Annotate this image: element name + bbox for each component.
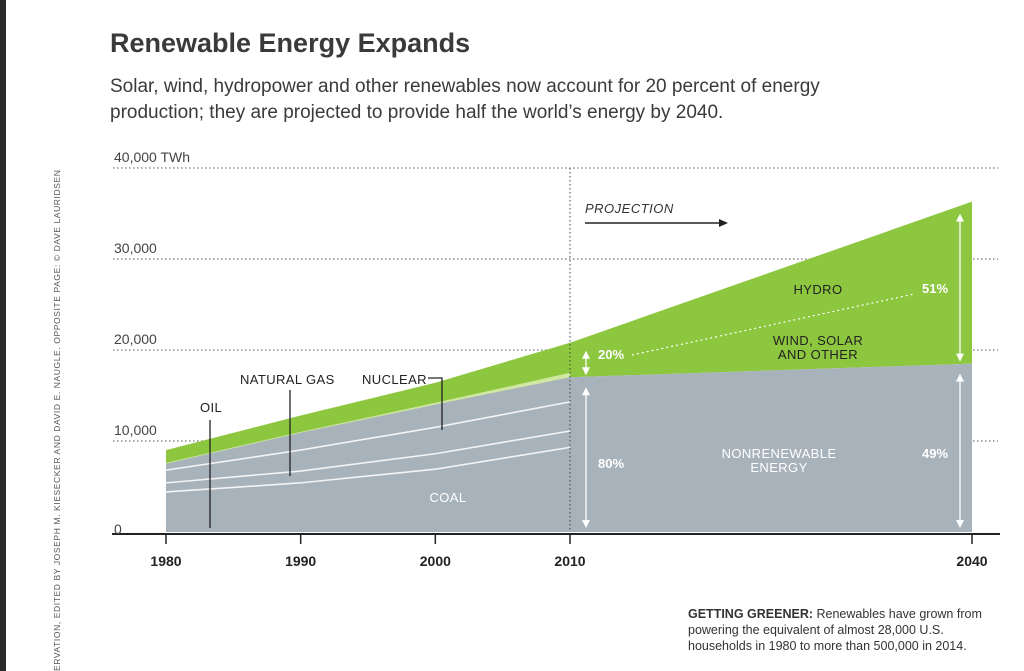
caption-lead: GETTING GREENER:	[688, 607, 814, 621]
caption-body: Renewables have grown from powering the …	[688, 607, 982, 653]
y-tick-label-20000: 20,000	[114, 331, 157, 347]
label-wind-solar-line2: AND OTHER	[778, 347, 858, 362]
area-renewable-historical	[166, 342, 570, 464]
arrow-renewable-2040-head-top	[956, 213, 964, 222]
pct-20: 20%	[598, 347, 624, 362]
y-tick-label-40000: 40,000 TWh	[114, 149, 190, 165]
y-tick-label-0: 0	[114, 521, 122, 537]
chart-title: Renewable Energy Expands	[110, 28, 471, 58]
area-nonrenewable-projection	[570, 363, 972, 532]
arrow-nonrenewable-2040-head-top	[956, 373, 964, 382]
pct-49: 49%	[922, 446, 948, 461]
y-tick-label-30000: 30,000	[114, 240, 157, 256]
arrow-nonrenewable-2040-head-bottom	[956, 520, 964, 528]
label-hydro: HYDRO	[794, 282, 843, 297]
x-tick-label-2000: 2000	[420, 553, 451, 569]
x-tick-label-2010: 2010	[554, 553, 585, 569]
caption: GETTING GREENER: Renewables have grown f…	[688, 606, 998, 654]
projection-label: PROJECTION	[585, 201, 674, 216]
pct-51: 51%	[922, 281, 948, 296]
x-tick-label-1980: 1980	[150, 553, 181, 569]
series-boundary-natural-gas	[165, 401, 571, 471]
label-wind-solar-line1: WIND, SOLAR	[773, 333, 863, 348]
area-nonrenewable-historical	[166, 377, 570, 532]
projection-arrowhead	[719, 219, 728, 227]
x-tick-label-2040: 2040	[956, 553, 987, 569]
label-oil: OIL	[200, 400, 222, 415]
label-nuclear: NUCLEAR	[362, 372, 427, 387]
pct-80: 80%	[598, 456, 624, 471]
label-coal: COAL	[429, 490, 466, 505]
label-nonrenewable-line1: NONRENEWABLE	[722, 446, 837, 461]
arrow-renewable-2010-head-top	[582, 350, 590, 359]
leader-nuclear	[428, 377, 443, 430]
area-renewable-projection	[570, 201, 972, 378]
arrow-renewable-2010-head-bottom	[582, 367, 590, 376]
y-tick-label-10000: 10,000	[114, 422, 157, 438]
arrow-nonrenewable-2010-head-bottom	[582, 520, 590, 528]
arrow-nonrenewable-2010-head-top	[582, 387, 590, 396]
page-edge-strip	[0, 0, 6, 671]
area-wind-solar-historical	[166, 372, 570, 464]
label-natural-gas: NATURAL GAS	[240, 372, 335, 387]
series-boundary-coal	[165, 446, 571, 493]
renewable-trend-dotted	[631, 293, 915, 356]
label-nonrenewable-line2: ENERGY	[750, 460, 807, 475]
series-boundary-oil	[165, 430, 571, 484]
x-tick-label-1990: 1990	[285, 553, 316, 569]
chart-subtitle: Solar, wind, hydropower and other renewa…	[110, 76, 820, 123]
arrow-renewable-2040-head-bottom	[956, 353, 964, 362]
